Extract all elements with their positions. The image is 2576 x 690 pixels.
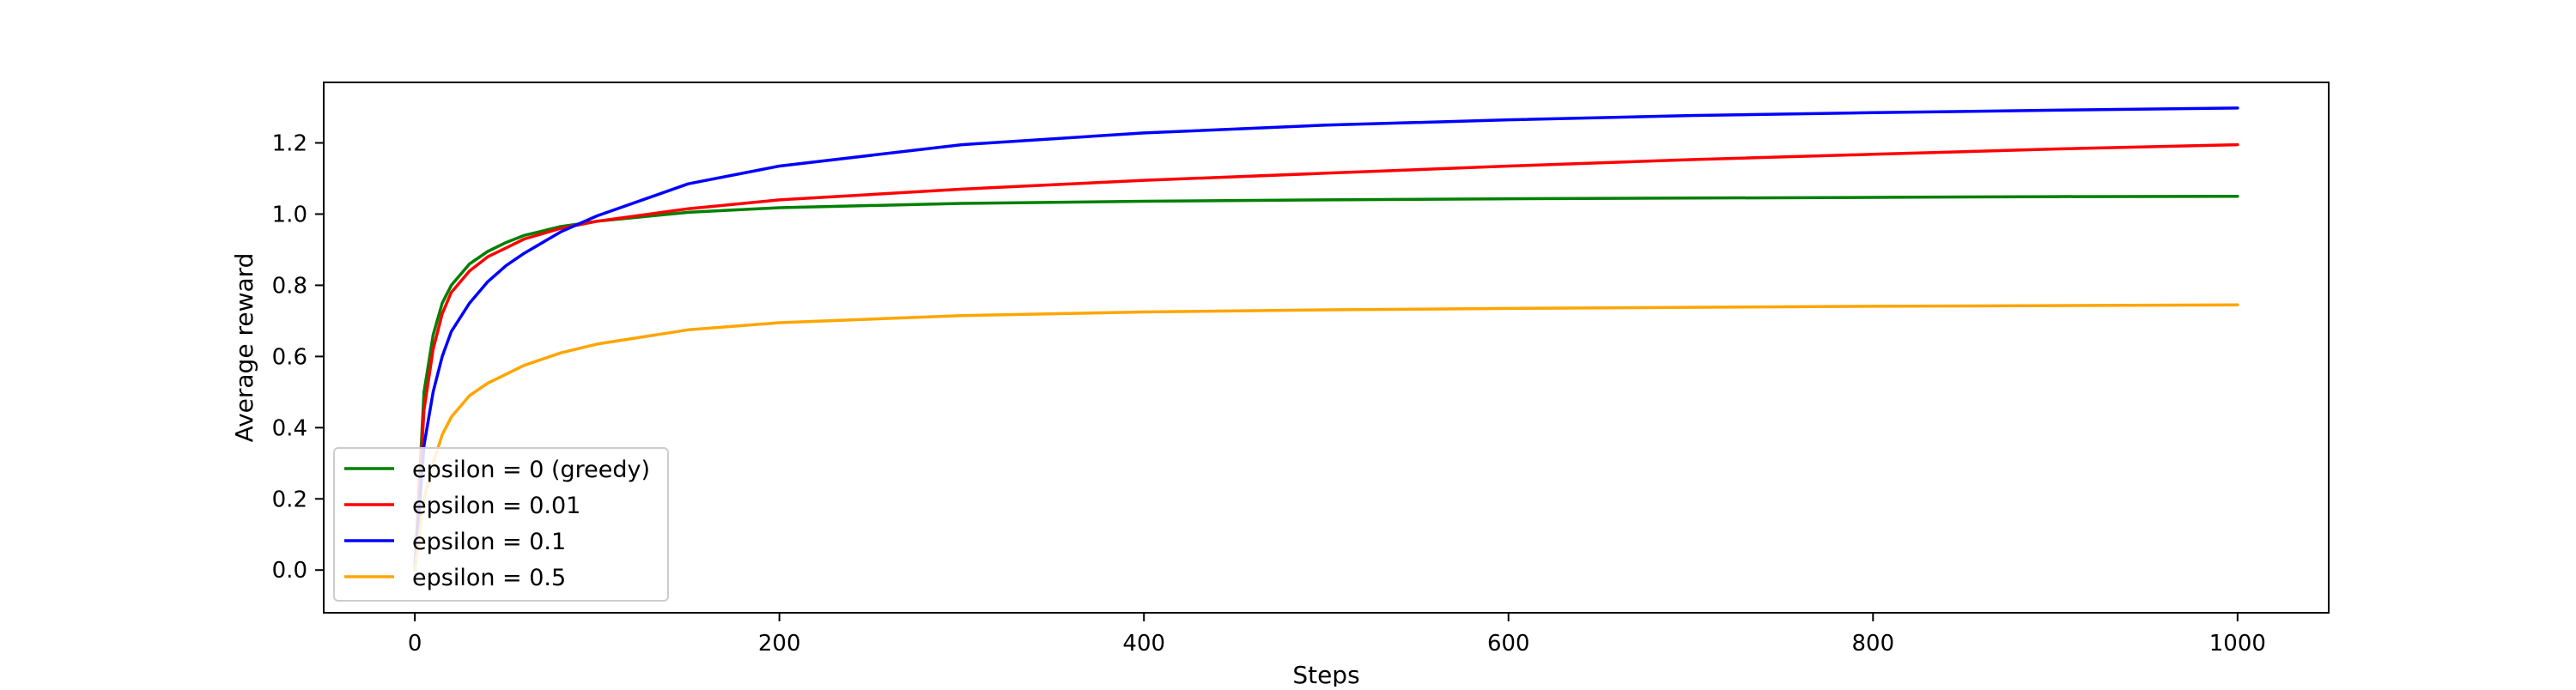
legend-label-eps-001: epsilon = 0.01 <box>412 493 580 519</box>
x-axis-ticks: 0 200 400 600 800 1000 <box>408 613 2266 657</box>
y-tick-label: 0.6 <box>272 344 307 370</box>
y-axis-ticks: 0.0 0.2 0.4 0.6 0.8 1.0 1.2 <box>272 131 324 584</box>
x-tick-label: 0 <box>408 631 422 657</box>
x-tick-label: 600 <box>1487 631 1530 657</box>
series-line-eps-05 <box>413 303 2239 572</box>
x-tick-label: 400 <box>1122 631 1165 657</box>
x-tick-label: 1000 <box>2209 631 2266 657</box>
legend-label-eps-05: epsilon = 0.5 <box>412 565 566 591</box>
plot-frame <box>323 82 2330 614</box>
x-tick-label: 800 <box>1851 631 1894 657</box>
legend: epsilon = 0 (greedy) epsilon = 0.01 epsi… <box>333 447 669 602</box>
series-line-eps-001 <box>413 142 2239 572</box>
y-tick-label: 1.2 <box>272 131 307 157</box>
x-axis-title: Steps <box>1292 661 1359 687</box>
x-tick-label: 200 <box>758 631 801 657</box>
legend-label-greedy: epsilon = 0 (greedy) <box>412 457 650 483</box>
y-tick-label: 0.2 <box>272 487 307 512</box>
y-tick-label: 0.8 <box>272 273 307 299</box>
series-layer <box>413 106 2239 572</box>
legend-box <box>333 447 669 602</box>
legend-label-eps-01: epsilon = 0.1 <box>412 529 566 555</box>
y-tick-label: 0.4 <box>272 415 307 441</box>
series-line-eps-01 <box>413 106 2239 572</box>
y-tick-label: 1.0 <box>272 202 307 227</box>
y-tick-label: 0.0 <box>272 558 307 584</box>
y-axis-title: Average reward <box>230 253 258 443</box>
